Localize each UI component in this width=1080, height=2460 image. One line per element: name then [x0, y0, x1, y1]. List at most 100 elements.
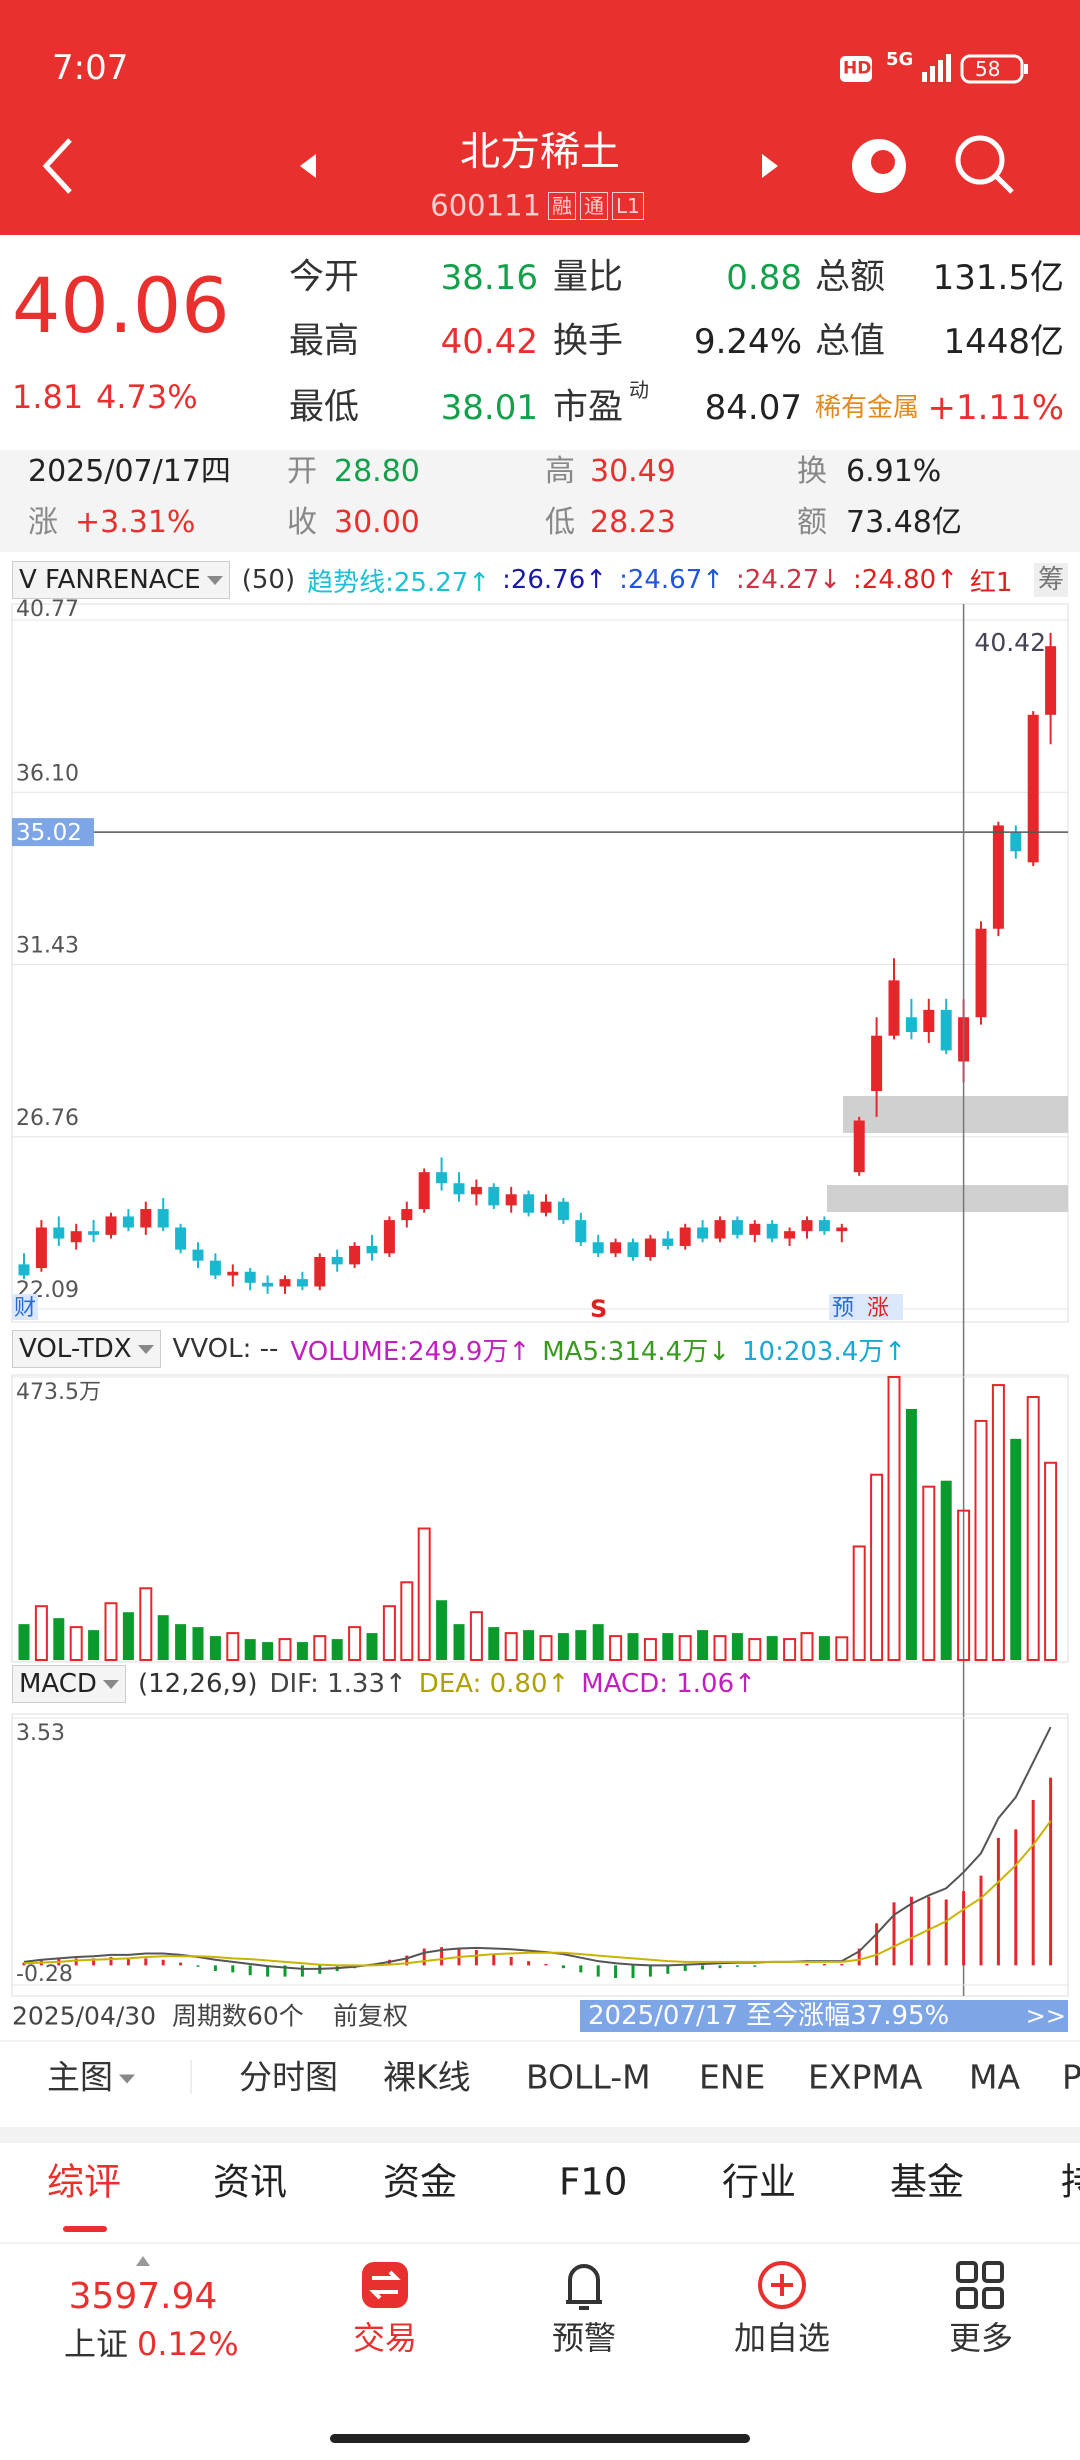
y-tick-label: 473.5万 [16, 1380, 101, 1405]
stat-superscript: 动 [629, 378, 649, 402]
index-change[interactable]: 0.12% [137, 2325, 239, 2363]
index-value[interactable]: 3597.94 [68, 2276, 218, 2317]
macd-indicator-bar: MACD (12,26,9) DIF: 1.33↑ DEA: 0.80↑ MACD: 1… [12, 1664, 1068, 1704]
nav-item[interactable]: 预警 [551, 2319, 617, 2357]
volume-bar [783, 1638, 797, 1661]
prev-stock[interactable] [300, 154, 316, 178]
candle-body [679, 1227, 691, 1246]
next-stock[interactable] [762, 154, 778, 178]
volume-name[interactable]: VOL-TDX [12, 1330, 161, 1368]
day-value: 28.80 [334, 454, 420, 489]
volume-bar [488, 1627, 500, 1660]
section-tab[interactable]: F10 [559, 2160, 628, 2204]
section-tab[interactable]: 综评 [47, 2160, 121, 2204]
adjust-mode: 前复权 [333, 2001, 409, 2031]
candle-body [192, 1249, 204, 1261]
candle-body [557, 1201, 569, 1221]
tool-tab[interactable]: ENE [699, 2057, 766, 2097]
candle-body [140, 1209, 152, 1228]
stat-label: 最高 [289, 321, 360, 362]
volume-bar [1026, 1396, 1040, 1662]
tool-tab[interactable]: P [1062, 2057, 1080, 2097]
pressure-zone [843, 1096, 1068, 1133]
nav-item[interactable]: 加自选 [733, 2319, 831, 2357]
volume-bar [766, 1636, 778, 1660]
candle-body [662, 1238, 674, 1246]
volume-bar [974, 1419, 988, 1661]
range-more[interactable]: >> [1025, 2002, 1066, 2030]
candle-body [418, 1172, 430, 1210]
alert-icon[interactable] [566, 2264, 602, 2310]
candle-body [644, 1238, 656, 1257]
stat-value: 9.24% [693, 322, 802, 362]
hd-badge [840, 56, 872, 82]
add-icon[interactable] [758, 2261, 806, 2309]
macd-frame [11, 1713, 1069, 1997]
section-tab[interactable]: 资金 [383, 2160, 457, 2204]
tool-tab[interactable]: 主图 [47, 2061, 135, 2094]
search-handle [994, 174, 1014, 194]
volume-bar [800, 1632, 814, 1661]
index-name[interactable]: 上证 [64, 2325, 129, 2363]
volume-bar [662, 1633, 674, 1660]
tool-tab[interactable]: 分时图 [239, 2057, 338, 2097]
candle-body [314, 1256, 326, 1287]
candle-body [244, 1271, 256, 1283]
volume-bar [209, 1636, 221, 1660]
candle-body [871, 1035, 883, 1092]
section-tab[interactable]: 持 [1061, 2160, 1080, 2204]
day-label: 开 [287, 454, 317, 489]
volume-bar [34, 1605, 48, 1662]
volume-bar [697, 1630, 709, 1660]
volume-bar [400, 1581, 414, 1661]
section-tab[interactable]: 资讯 [213, 2160, 287, 2204]
more-icon[interactable] [956, 2261, 1004, 2309]
volume-bar [575, 1630, 587, 1660]
volume-bar [1010, 1438, 1022, 1660]
section-tab[interactable]: 基金 [890, 2160, 964, 2204]
tool-tab[interactable]: EXPMA [808, 2057, 923, 2097]
back-button[interactable] [42, 138, 72, 194]
tool-tab[interactable]: BOLL-M [526, 2057, 651, 2097]
volume-bar [592, 1624, 604, 1660]
candle-body [227, 1271, 239, 1276]
section-tab[interactable]: 行业 [722, 2160, 796, 2204]
candle-body [610, 1242, 622, 1254]
candle-body [836, 1227, 848, 1232]
macd-name[interactable]: MACD [12, 1665, 126, 1703]
trade-icon[interactable] [362, 2262, 408, 2308]
main-indicator-bar: V FANRENACE (50) 趋势线:25.27↑:26.76↑:24.67↑:… [12, 560, 1068, 600]
volume-indicator-bar: VOL-TDX VVOL: -- VOLUME:249.9万↑ MA5:314.4万↓… [12, 1329, 1068, 1369]
volume-bar [348, 1626, 362, 1662]
y-tick-label: 40.77 [16, 597, 79, 622]
volume-bar [991, 1384, 1005, 1661]
day-label: 涨 [28, 505, 58, 540]
volume-value: MA5:314.4万↓ [542, 1336, 730, 1367]
indicator-name[interactable]: V FANRENACE [12, 561, 230, 599]
support-zone [827, 1185, 1068, 1212]
volume-bar [609, 1635, 623, 1661]
volume-bar [436, 1600, 448, 1660]
tool-tab[interactable]: MA [969, 2057, 1021, 2097]
candle-body [279, 1279, 291, 1287]
volume-bar [887, 1376, 901, 1661]
volume-value: VOLUME:249.9万↑ [290, 1336, 531, 1367]
volume-bar [922, 1485, 936, 1661]
candle-body [383, 1220, 395, 1254]
volume-bar [331, 1639, 343, 1660]
nav-item[interactable]: 交易 [352, 2319, 418, 2357]
range-badge [580, 2000, 1068, 2032]
candle-body [731, 1220, 743, 1235]
candle-body [540, 1201, 552, 1213]
volume-value: VVOL: -- [172, 1334, 279, 1364]
stock-tag: 通 [580, 192, 608, 220]
tool-tab[interactable]: 裸K线 [383, 2057, 471, 2097]
volume-bar [69, 1626, 83, 1662]
day-label: 低 [545, 505, 575, 540]
day-value: 6.91% [846, 454, 942, 489]
macd-value: DEA: 0.80↑ [418, 1669, 570, 1699]
nav-item[interactable]: 更多 [948, 2319, 1014, 2357]
search-button[interactable] [955, 135, 1005, 185]
chip-button[interactable]: 筹 [1033, 563, 1068, 597]
volume-bar [835, 1636, 849, 1662]
